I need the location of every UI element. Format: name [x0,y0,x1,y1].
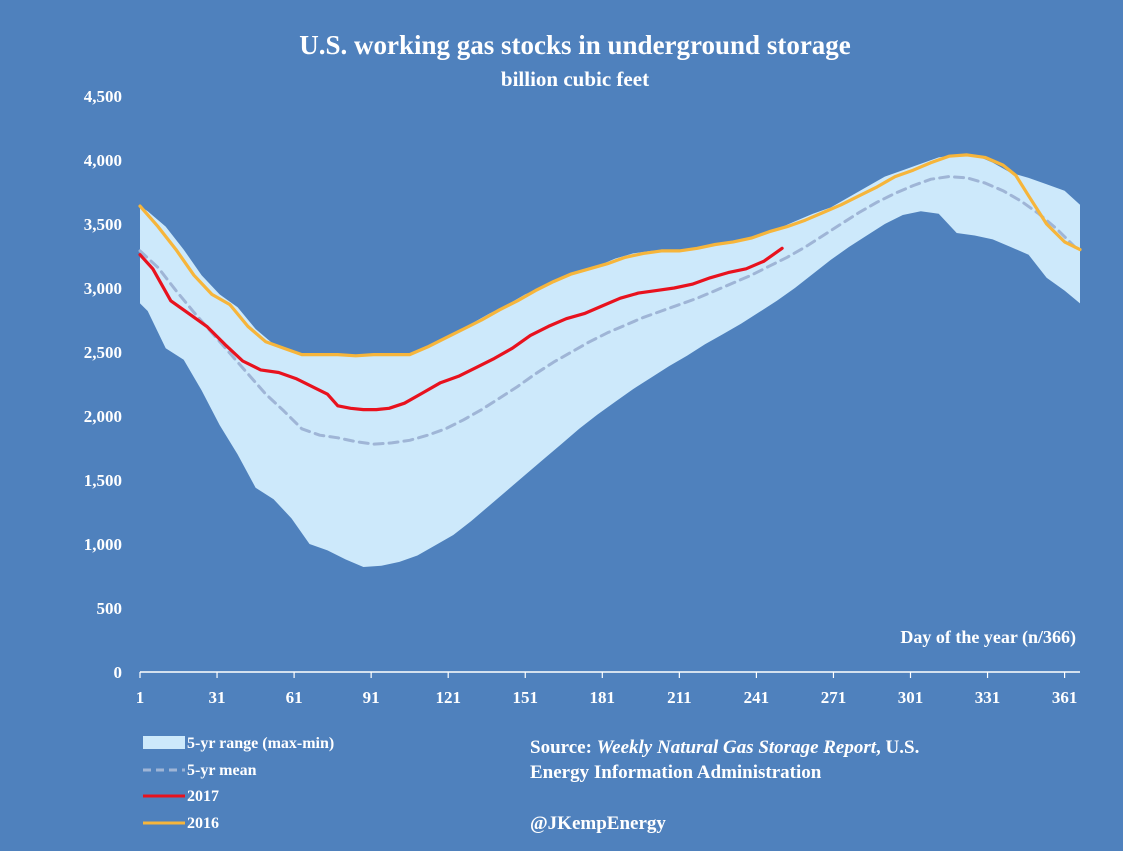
x-tick-label: 151 [512,688,538,707]
x-axis-ticks: 1 31 61 91 121 151 181 211 241 271 301 331 361 [136,672,1078,707]
y-tick-label: 1,500 [84,471,122,490]
x-tick-label: 361 [1052,688,1078,707]
source-prefix: Source: [530,737,597,758]
series-2016-line [138,153,1082,358]
x-tick-label: 61 [286,688,303,707]
x-tick-label: 211 [667,688,692,707]
x-tick-label: 271 [821,688,847,707]
chart-subtitle: billion cubic feet [501,67,649,91]
x-tick-label: 181 [590,688,616,707]
x-tick-label: 91 [363,688,380,707]
x-axis-label: Day of the year (n/366) [900,627,1076,648]
source-report: Weekly Natural Gas Storage Report [597,737,877,758]
plot-area [138,153,1082,567]
legend-item-2016: 2016 [143,815,219,832]
chart-title: U.S. working gas stocks in underground s… [299,30,851,60]
x-tick-label: 121 [435,688,461,707]
series-range-band [140,154,1080,567]
legend: 5-yr range (max-min) 5-yr mean 2017 2016 [143,735,334,832]
y-tick-label: 4,000 [84,151,122,170]
legend-label-2017: 2017 [187,788,219,805]
y-tick-label: 0 [114,663,123,682]
y-axis-ticks: 0 500 1,000 1,500 2,000 2,500 3,000 3,500 4,000 4… [84,87,122,682]
legend-label-range: 5-yr range (max-min) [187,735,334,752]
series-2017-line [138,246,784,412]
source-line-1: Source: Weekly Natural Gas Storage Repor… [530,737,919,758]
y-tick-label: 3,500 [84,215,122,234]
legend-label-mean: 5-yr mean [187,762,257,779]
legend-label-2016: 2016 [187,815,219,832]
x-tick-label: 31 [209,688,226,707]
legend-swatch-range [143,736,185,749]
y-tick-label: 4,500 [84,87,122,106]
x-tick-label: 241 [744,688,770,707]
y-tick-label: 2,500 [84,343,122,362]
x-tick-label: 301 [898,688,924,707]
x-tick-label: 1 [136,688,145,707]
source-line-2: Energy Information Administration [530,762,822,783]
source-suffix: , U.S. [876,737,919,758]
x-tick-label: 331 [975,688,1001,707]
legend-item-mean: 5-yr mean [143,762,257,779]
source-note: Source: Weekly Natural Gas Storage Repor… [530,737,919,834]
y-tick-label: 1,000 [84,535,122,554]
y-tick-label: 3,000 [84,279,122,298]
legend-item-range: 5-yr range (max-min) [143,735,334,752]
source-handle: @JKempEnergy [530,813,666,834]
series-5yr-mean-line [138,175,1077,446]
legend-item-2017: 2017 [143,788,219,805]
y-tick-label: 500 [97,599,123,618]
y-tick-label: 2,000 [84,407,122,426]
